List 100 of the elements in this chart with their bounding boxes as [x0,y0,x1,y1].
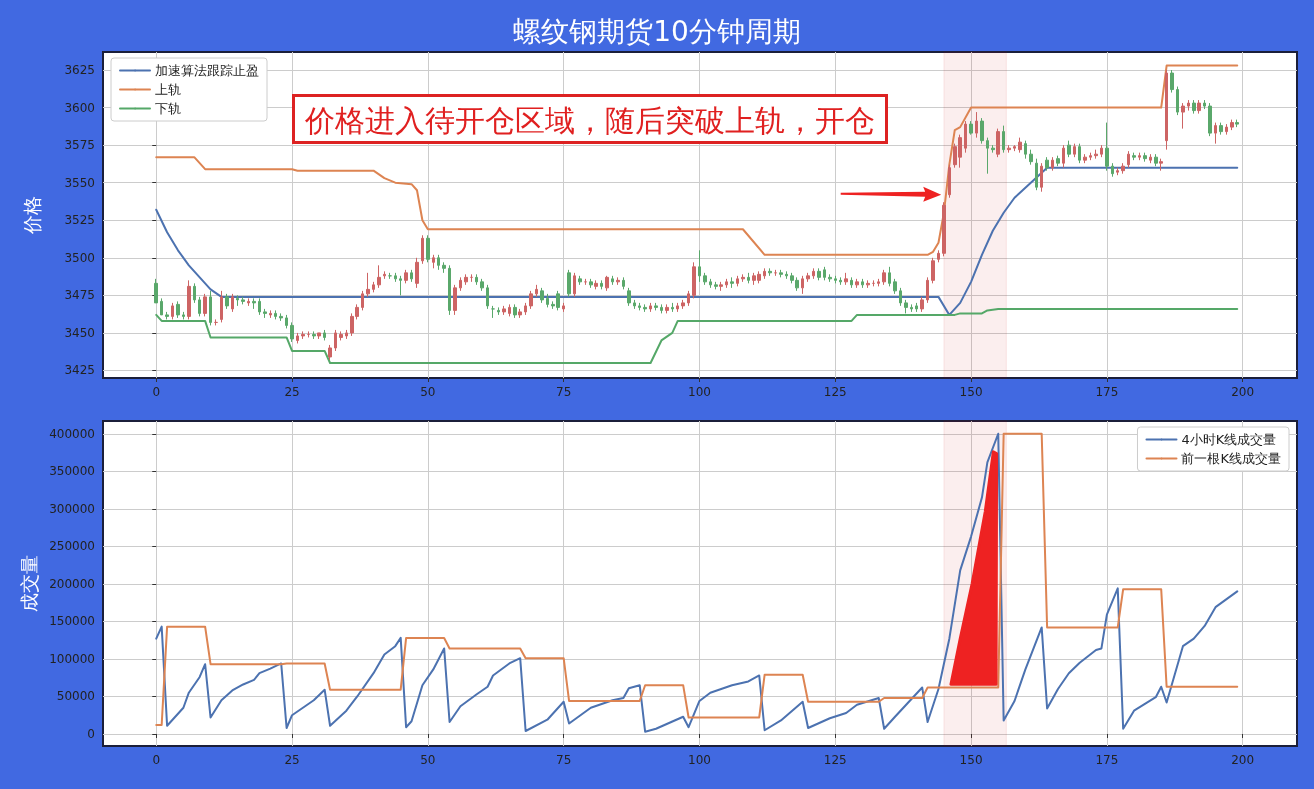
candlestick [1143,152,1147,163]
candlestick [1100,144,1103,158]
candlestick [633,299,636,310]
candlestick [866,279,870,289]
line-series [155,166,1239,316]
candlestick [671,302,674,313]
candlestick [654,302,658,311]
candlestick [1154,153,1158,167]
candlestick [540,287,544,304]
candlestick [372,281,375,293]
y-tick-label: 100000 [49,651,95,666]
candlestick [681,299,685,310]
candlestick [910,303,913,313]
legend-label: 前一根K线成交量 [1181,451,1282,466]
candlestick [649,302,652,313]
candlestick [236,294,239,307]
x-tick-label: 125 [823,753,847,767]
candlestick [502,305,506,316]
candlestick [1013,144,1016,152]
candlestick [193,282,196,304]
y-tick-label: 400000 [49,426,95,441]
candlestick [1165,69,1168,151]
candlestick [1089,152,1092,161]
y-tick-label: 3625 [64,63,95,78]
candlestick [969,120,973,136]
candlestick [915,302,918,313]
candlestick [926,276,929,304]
candlestick [1170,69,1174,94]
x-tick-label: 50 [420,753,436,767]
candlestick [1056,155,1060,167]
candlestick [1208,102,1212,137]
candlestick [779,269,783,278]
candlestick [269,309,272,319]
candlestick [1105,122,1109,172]
candlestick [1024,140,1027,160]
candlestick [491,305,495,319]
x-tick-label: 175 [1095,753,1119,767]
candlestick [247,297,250,307]
x-tick-label: 25 [284,385,300,399]
candlestick [421,234,424,265]
x-tick-label: 0 [152,753,161,767]
y-tick-label: 300000 [49,501,95,516]
candlestick [437,254,440,271]
candlestick [1197,99,1201,115]
candlestick [160,297,163,316]
candlestick [1094,149,1098,160]
x-tick-label: 0 [152,385,161,399]
candlestick [725,278,728,289]
y-tick-label: 150000 [49,614,95,629]
candlestick [176,300,180,319]
candlestick [154,278,158,304]
candlestick [801,275,804,295]
candlestick [524,302,527,316]
candlestick [274,309,277,320]
candlestick [768,267,772,277]
candlestick [899,287,902,307]
candlestick [1159,158,1163,172]
x-tick-label: 25 [284,753,300,767]
candlestick [937,249,940,263]
candlestick [622,276,625,290]
x-tick-label: 75 [556,753,572,767]
candlestick [1203,99,1206,110]
candlestick [535,284,538,298]
candlestick [464,273,468,286]
candlestick [225,293,229,310]
candlestick [1214,122,1217,145]
x-tick-label: 200 [1231,753,1255,767]
candlestick [1225,123,1228,136]
candlestick [513,303,517,319]
candlestick [1132,152,1136,161]
candlestick [730,276,734,289]
candlestick [1116,167,1119,176]
candlestick [1138,152,1141,161]
candlestick [518,308,522,319]
y-tick-label: 50000 [56,689,95,704]
y-tick-label: 3450 [64,325,95,340]
chart-title: 螺纹钢期货10分钟周期 [513,14,801,48]
candlestick [383,270,386,280]
candlestick [1149,153,1152,164]
candlestick [996,128,1000,158]
candlestick [279,312,283,322]
candlestick [600,279,603,290]
candlestick [497,306,500,316]
candlestick [323,329,326,341]
candlestick [345,329,348,340]
candlestick [366,272,370,298]
candlestick [394,272,397,283]
candlestick [1045,156,1049,172]
candlestick [508,303,511,317]
candlestick [709,278,712,289]
candlestick [448,264,451,316]
y-tick-label: 3525 [64,213,95,228]
candlestick [931,257,935,284]
candlestick [643,303,647,313]
x-tick-label: 100 [688,753,711,767]
candlestick [546,293,549,308]
candlestick [1062,144,1065,169]
candlestick [877,278,880,287]
candlestick [1230,119,1234,131]
candlestick [991,144,995,154]
